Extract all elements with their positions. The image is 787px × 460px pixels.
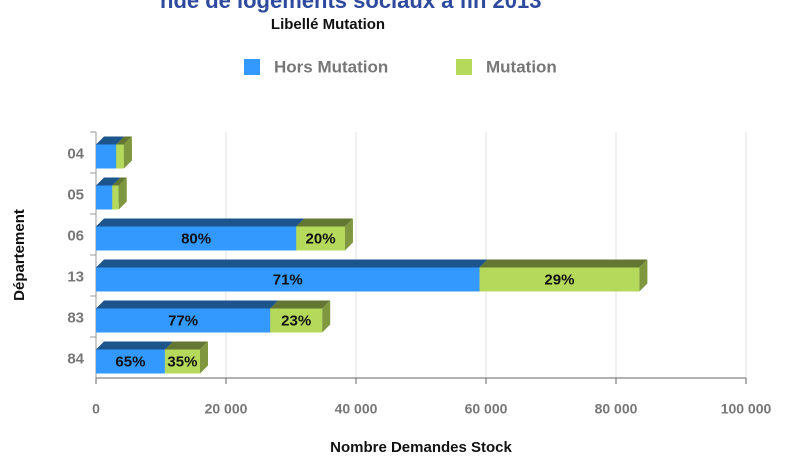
y-tick-label: 06 (67, 227, 84, 244)
legend-title: Libellé Mutation (271, 16, 385, 33)
bar (96, 144, 117, 169)
bar (96, 349, 165, 374)
bar-top (479, 259, 648, 268)
data-label: 29% (544, 271, 574, 288)
bar (96, 267, 480, 292)
data-label: 77% (168, 312, 198, 329)
data-label: 65% (115, 353, 145, 370)
bar-top (96, 341, 173, 350)
bar (96, 226, 297, 251)
y-tick-label: 84 (67, 350, 84, 367)
legend-swatch (244, 59, 260, 75)
bar-top (164, 341, 208, 350)
bar-side (344, 218, 353, 251)
data-label: 35% (167, 353, 197, 370)
legend-swatch (456, 59, 472, 75)
chart-title: nde de logements sociaux à fin 2013 (160, 0, 541, 13)
bar (296, 226, 345, 251)
y-tick-label: 13 (67, 268, 84, 285)
bar (164, 349, 200, 374)
bar (116, 144, 124, 169)
bar-top (116, 136, 132, 145)
bar (479, 267, 640, 292)
legend-label: Hors Mutation (274, 57, 388, 76)
y-tick-label: 05 (67, 186, 84, 203)
x-tick-label: 80 000 (595, 401, 638, 417)
x-tick-label: 0 (92, 401, 100, 417)
bar-top (96, 259, 488, 268)
data-label: 71% (273, 271, 303, 288)
y-axis-label: Département (11, 209, 28, 301)
x-tick-label: 60 000 (465, 401, 508, 417)
bar-top (270, 300, 331, 309)
x-tick-label: 100 000 (721, 401, 772, 417)
bar-side (118, 177, 127, 210)
bar-side (639, 259, 648, 292)
legend-label: Mutation (486, 57, 557, 76)
bar-side (322, 300, 331, 333)
bar (96, 308, 271, 333)
bar-side (200, 341, 208, 374)
bar (96, 185, 113, 210)
bar-top (96, 218, 305, 227)
bar-top (96, 136, 125, 145)
bar-side (123, 136, 132, 169)
x-axis-label: Nombre Demandes Stock (330, 439, 512, 456)
bar-top (96, 177, 121, 186)
legend: Hors Mutation Mutation (244, 57, 557, 76)
bar-top (96, 300, 279, 309)
data-label: 80% (181, 230, 211, 247)
y-tick-label: 04 (67, 145, 84, 162)
bar-top (296, 218, 353, 227)
y-tick-label: 83 (67, 309, 84, 326)
bar (112, 185, 119, 210)
x-tick-label: 40 000 (335, 401, 378, 417)
x-tick-label: 20 000 (205, 401, 248, 417)
data-label: 23% (281, 312, 311, 329)
bar (270, 308, 323, 333)
data-label: 20% (306, 230, 336, 247)
bar-top (112, 177, 127, 186)
